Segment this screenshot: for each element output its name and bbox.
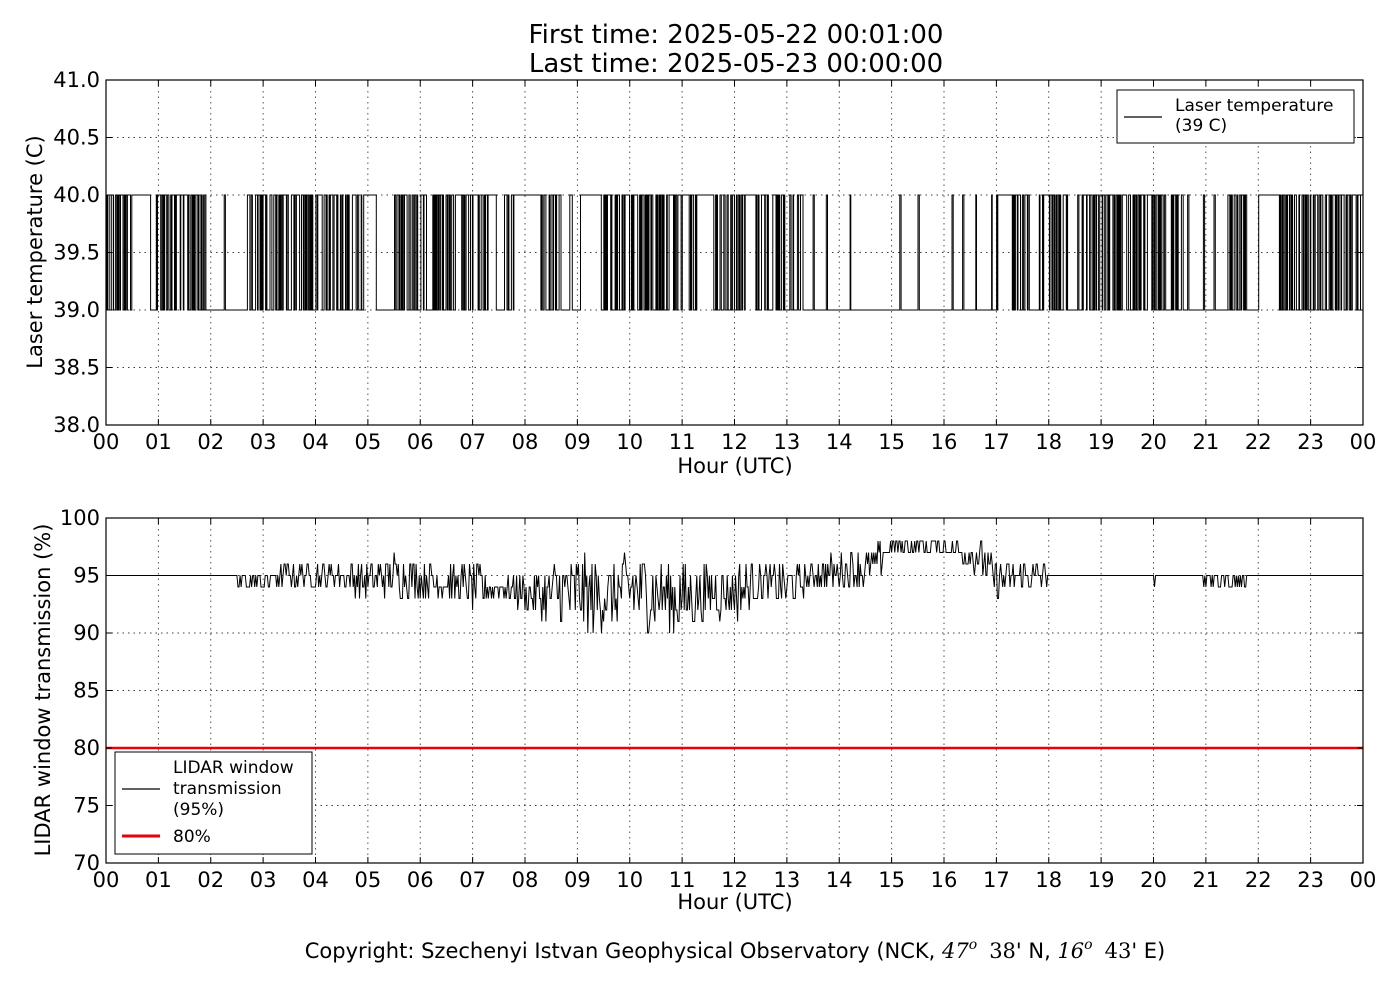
x-tick-label: 12: [721, 868, 748, 892]
x-tick-label: 04: [302, 868, 329, 892]
x-tick-label: 16: [931, 868, 958, 892]
x-tick-label: 05: [355, 868, 382, 892]
laser-temperature-series: [106, 194, 1364, 311]
x-tick-label: 22: [1245, 430, 1272, 454]
bottom-y-ticks: 70 75 80 85 90 95 100: [60, 506, 1363, 875]
x-tick-label: 05: [355, 430, 382, 454]
y-tick-label: 40.5: [53, 126, 100, 150]
x-tick-label: 17: [983, 430, 1010, 454]
x-tick-label: 14: [826, 868, 853, 892]
x-tick-label: 08: [512, 868, 539, 892]
top-y-ticks: 38.0 38.5 39.0 39.5 40.0 40.5 41.0: [53, 68, 1363, 437]
x-tick-label: 02: [197, 868, 224, 892]
x-tick-label: 03: [250, 430, 277, 454]
x-tick-label: 22: [1245, 868, 1272, 892]
x-tick-label: 04: [302, 430, 329, 454]
laser-temperature-panel: 00 01 02 03 04 05 06 07 08 09 10 11 12 13 14 15 16 17 18 19…: [23, 68, 1376, 478]
lat-degree-sign: o: [969, 937, 977, 953]
x-tick-label: 13: [774, 430, 801, 454]
bottom-legend-label-80: 80%: [173, 827, 211, 847]
x-tick-label: 16: [931, 430, 958, 454]
copyright-text: Copyright: Szechenyi Istvan Geophysical …: [305, 937, 1166, 963]
x-tick-label: 23: [1297, 430, 1324, 454]
x-tick-label: 00: [1350, 430, 1377, 454]
title-last-time: Last time: 2025-05-23 00:00:00: [529, 49, 943, 79]
x-tick-label: 07: [459, 868, 486, 892]
x-tick-label: 15: [878, 430, 905, 454]
x-tick-label: 18: [1035, 868, 1062, 892]
x-tick-label: 10: [616, 868, 643, 892]
y-tick-label: 90: [73, 621, 100, 645]
x-tick-label: 13: [774, 868, 801, 892]
laser-temperature-line: [106, 194, 1364, 311]
top-legend: Laser temperature (39 C): [1116, 89, 1355, 144]
x-tick-label: 02: [197, 430, 224, 454]
lat-minutes: 38: [989, 939, 1016, 963]
y-tick-label: 80: [73, 736, 100, 760]
top-legend-label-line2: (39 C): [1175, 116, 1227, 136]
x-tick-label: 21: [1193, 430, 1220, 454]
y-tick-label: 40.0: [53, 183, 100, 207]
x-tick-label: 18: [1035, 430, 1062, 454]
copyright-prefix: Copyright: Szechenyi Istvan Geophysical …: [305, 939, 942, 963]
y-tick-label: 100: [60, 506, 100, 530]
y-tick-label: 70: [73, 851, 100, 875]
x-tick-label: 00: [93, 868, 120, 892]
bottom-legend: LIDAR window transmission (95%) 80%: [114, 751, 313, 855]
bottom-legend-label-transmission-2: transmission: [173, 779, 282, 799]
lon-direction: ' E): [1131, 939, 1165, 963]
x-tick-label: 06: [407, 868, 434, 892]
x-tick-label: 15: [878, 868, 905, 892]
lidar-transmission-panel: 00 01 02 03 04 05 06 07 08 09 10 11 12 13 14 15 16 17 18 19…: [31, 506, 1376, 914]
x-tick-label: 00: [1350, 868, 1377, 892]
y-tick-label: 39.0: [53, 298, 100, 322]
x-tick-label: 11: [669, 430, 696, 454]
transmission-line: [106, 540, 1363, 634]
x-tick-label: 19: [1088, 430, 1115, 454]
x-tick-label: 03: [250, 868, 277, 892]
x-tick-label: 10: [616, 430, 643, 454]
lat-direction: ' N,: [1016, 939, 1058, 963]
x-tick-label: 09: [564, 868, 591, 892]
y-tick-label: 75: [73, 794, 100, 818]
x-tick-label: 11: [669, 868, 696, 892]
title-first-time: First time: 2025-05-22 00:01:00: [529, 20, 944, 50]
bottom-x-ticks: 00 01 02 03 04 05 06 07 08 09 10 11 12 13 14 15 16 17 18 19…: [93, 518, 1377, 892]
lat-degrees: 47: [941, 939, 969, 963]
y-tick-label: 38.0: [53, 413, 100, 437]
x-tick-label: 20: [1140, 868, 1167, 892]
x-tick-label: 20: [1140, 430, 1167, 454]
y-tick-label: 39.5: [53, 241, 100, 265]
x-tick-label: 06: [407, 430, 434, 454]
bottom-xlabel: Hour (UTC): [677, 890, 792, 914]
y-tick-label: 41.0: [53, 68, 100, 92]
lon-minutes: 43: [1105, 939, 1132, 963]
y-tick-label: 85: [73, 679, 100, 703]
lon-degrees: 16: [1057, 939, 1084, 963]
top-legend-label-line1: Laser temperature: [1175, 96, 1333, 116]
x-tick-label: 01: [145, 430, 172, 454]
y-tick-label: 38.5: [53, 356, 100, 380]
bottom-legend-label-transmission-1: LIDAR window: [173, 758, 294, 778]
x-tick-label: 19: [1088, 868, 1115, 892]
top-ylabel: Laser temperature (C): [23, 135, 47, 368]
x-tick-label: 08: [512, 430, 539, 454]
x-tick-label: 07: [459, 430, 486, 454]
x-tick-label: 00: [93, 430, 120, 454]
bottom-ylabel: LIDAR window transmission (%): [31, 524, 55, 857]
x-tick-label: 01: [145, 868, 172, 892]
x-tick-label: 09: [564, 430, 591, 454]
lidar-transmission-series: [106, 540, 1363, 750]
y-tick-label: 95: [73, 564, 100, 588]
top-x-ticks: 00 01 02 03 04 05 06 07 08 09 10 11 12 13 14 15 16 17 18 19…: [93, 80, 1377, 454]
x-tick-label: 17: [983, 868, 1010, 892]
bottom-legend-label-transmission-3: (95%): [173, 800, 224, 820]
lon-degree-sign: o: [1084, 937, 1092, 953]
x-tick-label: 12: [721, 430, 748, 454]
x-tick-label: 21: [1193, 868, 1220, 892]
x-tick-label: 14: [826, 430, 853, 454]
top-xlabel: Hour (UTC): [677, 454, 792, 478]
x-tick-label: 23: [1297, 868, 1324, 892]
